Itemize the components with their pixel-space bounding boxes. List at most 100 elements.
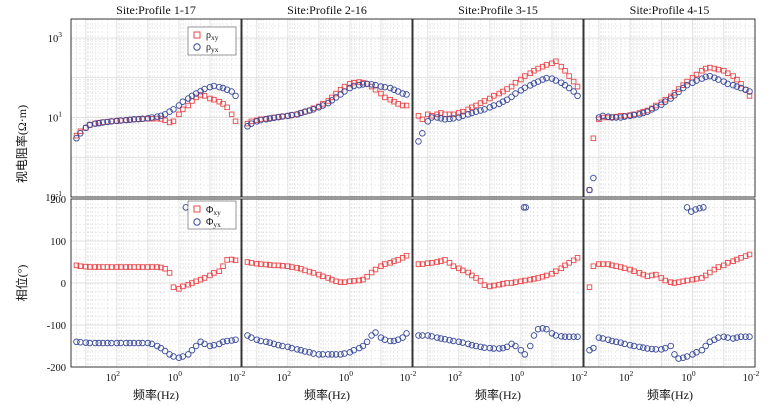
rho-yx-point [332,94,340,101]
phase-xy-point [382,261,388,267]
y-axis-label-bottom: 相位(°) [14,265,29,302]
phase-yx-point [359,342,367,350]
phase-yx-point [671,351,678,358]
rho-xy-point [446,111,453,118]
rho-xy-point [459,108,466,115]
rho-yx-point [737,84,745,92]
rho-yx-point [293,111,301,118]
phase-xy-point [746,251,753,258]
rho-yx-point [248,120,255,127]
phase-yx-point [617,339,624,346]
rho-xy-point [469,104,475,111]
rho-yx-point [590,174,597,182]
phase-yx-point [605,336,612,343]
rho-axes-4 [583,18,756,198]
phase-xy-point [543,272,550,279]
legend-phi-yx-sub: yx [213,220,221,229]
phase-xy-point [442,257,448,263]
rho-xy-point [566,73,572,79]
rho-xy-point [207,95,213,102]
phase-yx-point [153,342,161,350]
x-tick-label-3-3: 10-2 [571,369,588,384]
phase-yx-point [341,350,348,357]
rho-xy-point [419,116,426,123]
phase-xy-point [496,281,502,288]
phase-yx-point [477,343,484,351]
phase-xy-point [158,264,164,271]
phase-yx-point [166,351,173,358]
rho-yx-point [95,119,103,127]
phase-yx-point [683,204,691,211]
phase-xy-point [154,264,160,270]
phase-yx-point [548,330,556,337]
rho-xy-point [228,111,235,118]
rho-yx-point [228,88,235,95]
panel-title-4: Site:Profile 4-15 [630,3,710,17]
phase-yx-point [135,339,142,347]
phase-yx-point [558,333,565,340]
phase-yx-point [639,344,647,351]
rho-yx-point [464,111,472,118]
rho-xy-point [539,63,546,70]
phase-yx-point [399,334,406,341]
rho-yx-point [232,92,239,100]
phase-yx-point [99,339,107,347]
rho-yx-point [113,117,121,125]
rho-yx-point [346,84,354,92]
rho-xy-point [220,101,226,107]
phase-yx-point [86,339,93,347]
rho-xy-point [586,187,593,193]
phase-yx-point [612,338,620,346]
phase-xy-point [640,271,646,278]
phase-yx-point [490,345,498,352]
rho-yx-point [608,114,616,121]
phase-xy-point [224,257,230,263]
rho-yx-point [433,114,441,121]
rho-xy-point [574,83,581,90]
phase-yx-point [77,338,84,346]
phase-xy-point [329,276,335,283]
x-tick-label-2-1: 102 [277,369,292,384]
x-axis-label-3: 频率(Hz) [475,387,521,402]
rho-yx-point [301,108,309,115]
phase-yx-point [692,206,699,213]
phase-xy-point [104,264,111,270]
legend-yx-marker [193,43,201,51]
rho-xy-point [693,71,700,78]
phase-xy-point [347,278,353,285]
phase-xy-point [605,261,612,267]
rho-yx-point [356,81,363,89]
phase-yx-point [293,346,301,353]
phase-yx-point [403,330,410,337]
phase-yx-point [570,333,577,341]
phase-yx-point [372,329,379,336]
phase-xy-point [590,263,597,269]
phase-yx-point [228,337,235,344]
rho-yx-point [206,83,214,91]
legend-top: ρxy ρyx [187,26,237,56]
phase-yx-point [126,339,134,347]
phase-yx-point [324,351,332,358]
phase-yx-point [206,342,214,350]
phase-xy-point [306,268,313,275]
rho-yx-point [381,83,389,91]
phase-yx-point [574,333,581,341]
phase-yx-point [113,339,121,347]
phase-yx-point [450,337,457,345]
rho-yx-point [270,114,278,122]
phase-yx-point [742,333,749,341]
phase-yx-point [661,344,669,352]
rho-xy-point [329,94,335,101]
phase-yx-point [724,334,731,341]
phase-xy-point [481,282,488,288]
phase-xy-point [627,266,633,273]
rho-xy-point [518,76,524,83]
rho-yx-point [99,119,107,126]
phase-yx-point [108,339,115,347]
phase-xy-point [197,276,204,283]
rho-yx-point [477,107,484,114]
rho-yx-point [527,82,534,89]
phase-yx-point [130,339,138,347]
phase-yx-point [297,346,305,354]
